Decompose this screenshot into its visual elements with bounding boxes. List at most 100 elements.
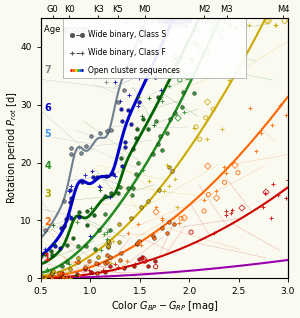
Point xyxy=(192,125,197,130)
Point xyxy=(64,275,69,280)
Point xyxy=(177,18,182,24)
Point xyxy=(117,240,122,245)
Point xyxy=(84,209,89,214)
Point xyxy=(130,146,135,151)
Point xyxy=(179,18,184,24)
Point xyxy=(88,234,93,239)
Point xyxy=(126,230,130,235)
Point xyxy=(228,22,233,27)
Point xyxy=(5,270,10,275)
Point xyxy=(84,244,89,249)
Point xyxy=(150,233,155,238)
Point xyxy=(242,22,246,27)
Point xyxy=(172,59,177,64)
Point xyxy=(259,131,264,136)
Point xyxy=(180,104,185,109)
Point xyxy=(57,270,62,275)
Point xyxy=(262,191,267,196)
Point xyxy=(65,242,70,247)
Point xyxy=(164,18,169,24)
Point xyxy=(154,119,158,124)
Point xyxy=(1,270,6,275)
Point xyxy=(116,191,121,196)
Point xyxy=(50,270,55,275)
Point xyxy=(116,264,120,269)
Point xyxy=(178,18,182,24)
Point xyxy=(58,226,63,231)
Text: 1: 1 xyxy=(44,253,51,263)
Point xyxy=(68,146,73,151)
Point xyxy=(119,264,124,269)
Point xyxy=(104,259,109,264)
Point xyxy=(218,27,223,32)
Point xyxy=(126,93,131,98)
Point xyxy=(67,188,71,193)
Point xyxy=(158,87,163,93)
Point xyxy=(146,198,151,203)
Point xyxy=(193,40,198,45)
Point xyxy=(47,273,52,279)
Point xyxy=(172,222,176,227)
Point xyxy=(67,270,72,275)
Point xyxy=(109,190,113,196)
Point xyxy=(159,19,164,24)
Point xyxy=(66,262,71,267)
Point xyxy=(136,104,140,109)
Point xyxy=(272,23,277,28)
Point xyxy=(221,165,226,170)
Point xyxy=(160,217,164,222)
Point xyxy=(214,196,219,201)
Point xyxy=(122,19,127,24)
Point xyxy=(59,276,64,281)
Point xyxy=(77,145,82,150)
Point xyxy=(131,67,136,73)
Point xyxy=(274,22,278,27)
Point xyxy=(206,163,210,169)
Point xyxy=(169,18,174,24)
Point xyxy=(239,205,244,211)
Point xyxy=(220,36,224,41)
Point xyxy=(69,195,74,200)
Point xyxy=(117,222,122,227)
X-axis label: Color $G_{BP} - G_{RP}$ [mag]: Color $G_{BP} - G_{RP}$ [mag] xyxy=(111,299,218,313)
Point xyxy=(175,18,180,24)
Point xyxy=(246,22,251,27)
Point xyxy=(214,188,218,193)
Point xyxy=(154,69,159,74)
Point xyxy=(105,128,110,134)
Point xyxy=(39,253,44,258)
Point xyxy=(85,222,90,227)
Point xyxy=(159,216,164,221)
Point xyxy=(187,18,192,24)
Point xyxy=(135,240,140,245)
Point xyxy=(139,62,143,67)
Point xyxy=(152,75,157,80)
Point xyxy=(283,195,288,200)
Point xyxy=(156,141,161,146)
Point xyxy=(108,128,113,133)
Point xyxy=(76,259,81,264)
Point xyxy=(141,71,146,76)
Point xyxy=(132,263,137,268)
Point xyxy=(73,259,77,265)
Point xyxy=(167,24,171,29)
Point xyxy=(141,168,146,173)
Point xyxy=(121,266,126,271)
Point xyxy=(61,274,65,280)
Point xyxy=(5,271,10,276)
Point xyxy=(136,160,140,165)
Point xyxy=(189,230,194,235)
Point xyxy=(89,205,94,211)
Point xyxy=(170,23,175,28)
Point xyxy=(211,18,215,24)
Point xyxy=(58,271,63,276)
Point xyxy=(94,175,99,180)
Point xyxy=(117,257,122,262)
Point xyxy=(118,251,123,256)
Point xyxy=(146,179,151,184)
Point xyxy=(75,244,80,249)
Point xyxy=(107,241,112,246)
Point xyxy=(96,261,101,266)
Point xyxy=(136,94,140,99)
Point xyxy=(139,113,144,118)
